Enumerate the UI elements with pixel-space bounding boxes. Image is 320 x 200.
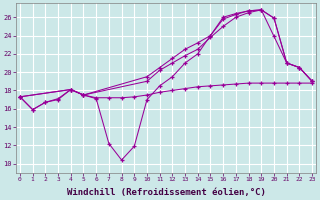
X-axis label: Windchill (Refroidissement éolien,°C): Windchill (Refroidissement éolien,°C) bbox=[67, 188, 266, 197]
